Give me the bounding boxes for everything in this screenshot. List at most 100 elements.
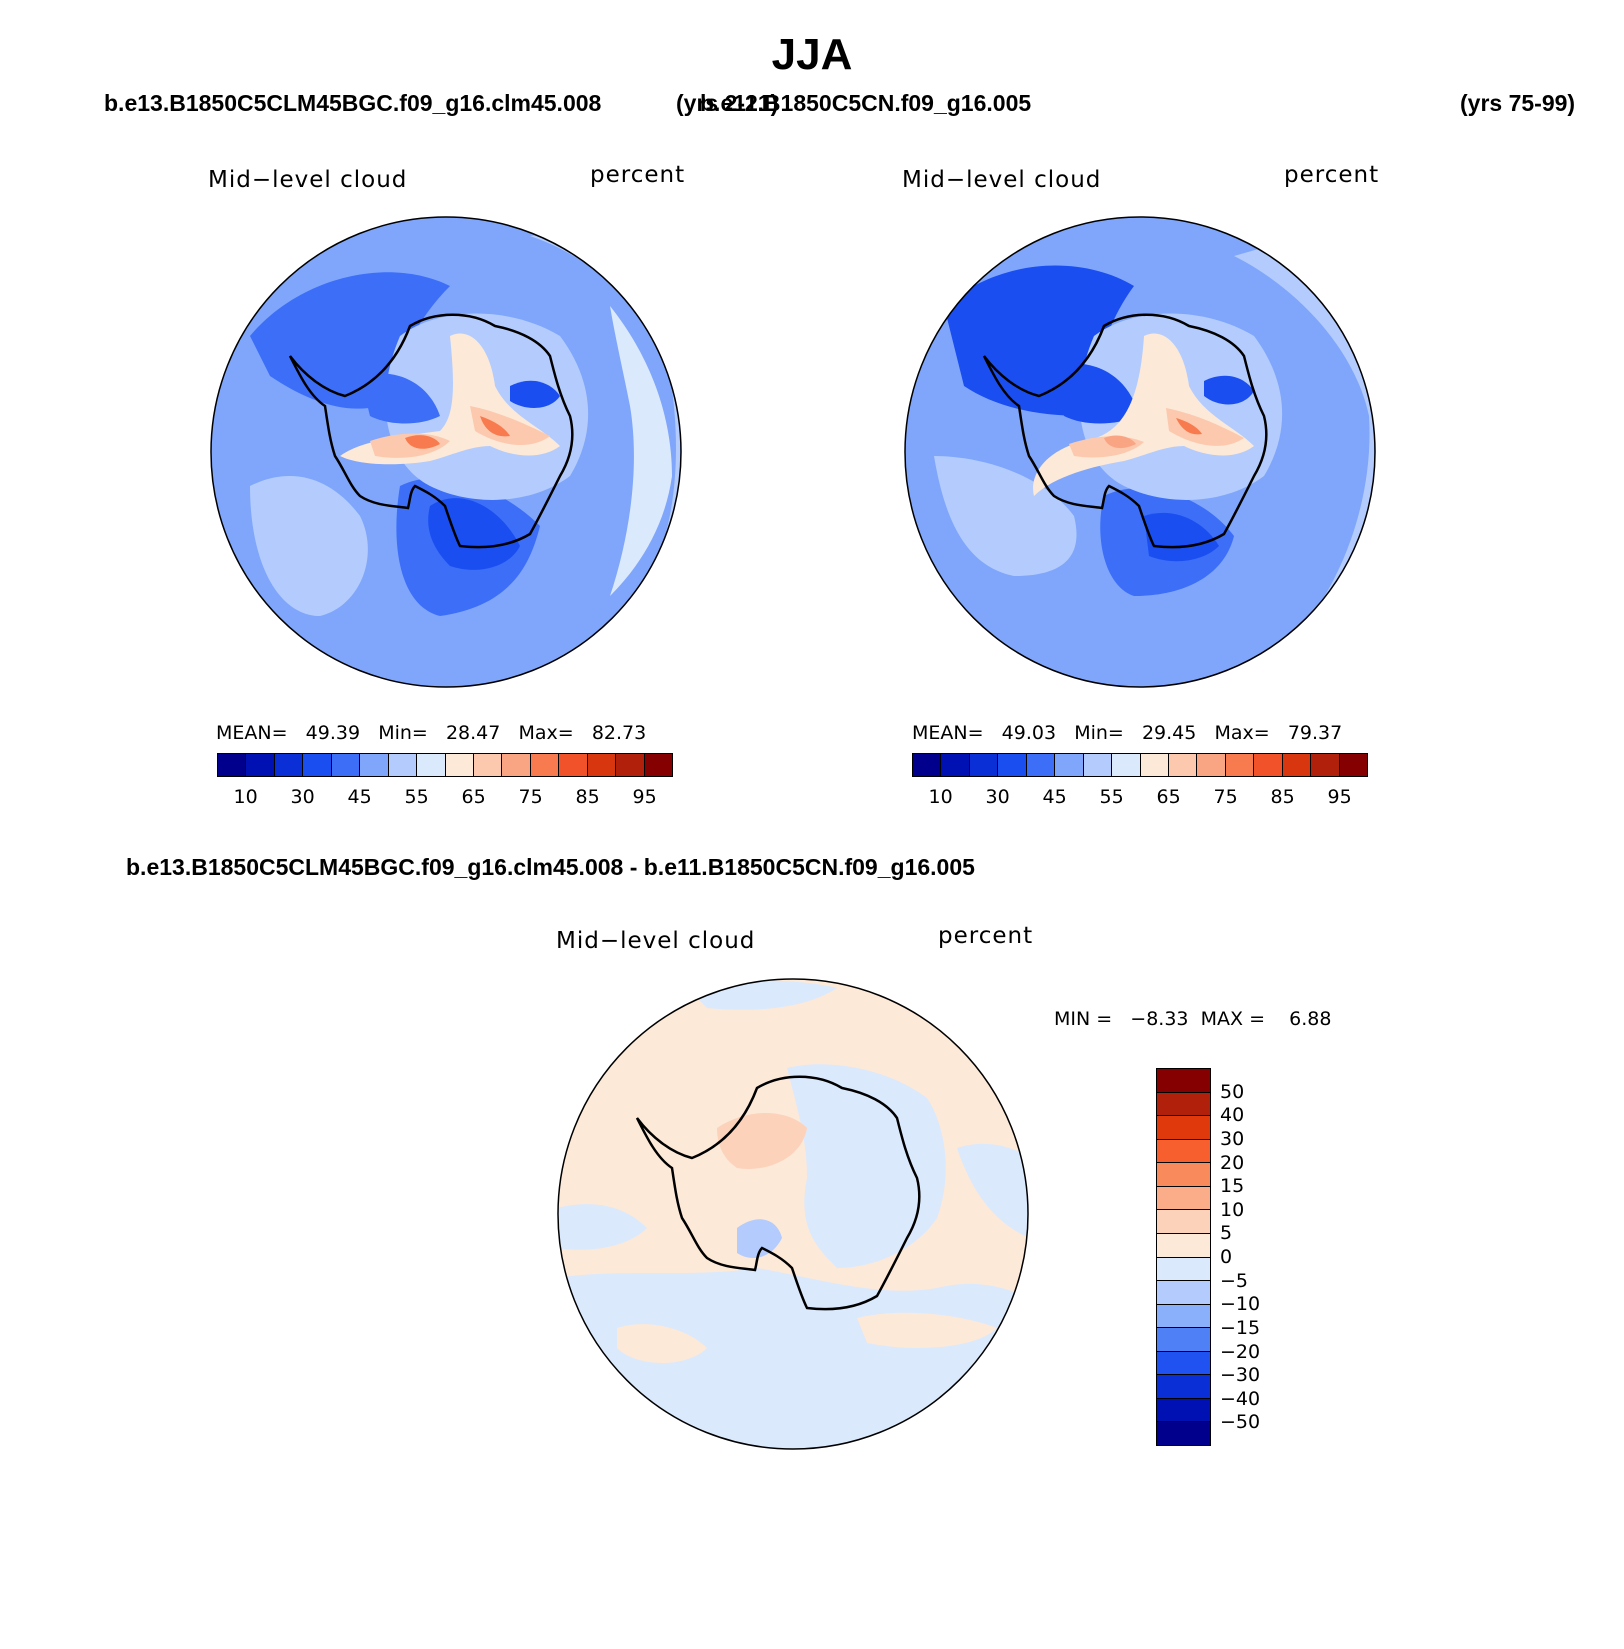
panel1-colorbar-labels: 10 30 45 55 65 75 85 95: [217, 786, 673, 810]
panel1-colorbar-tick-label: 45: [347, 786, 372, 808]
diff-polar-map: [557, 978, 1029, 1450]
diff-colorbar-tick-label: 5: [1220, 1222, 1233, 1245]
diff-stats: MIN = −8.33 MAX = 6.88: [1054, 1008, 1331, 1030]
coastline: [635, 1075, 921, 1311]
diff-min-label: MIN =: [1054, 1008, 1113, 1030]
diff-colorbar-tick-label: 10: [1220, 1198, 1245, 1221]
diff-colorbar-swatch: [1157, 1138, 1210, 1163]
panel2-colorbar-swatch: [940, 754, 969, 776]
panel2-colorbar-tick-label: 75: [1213, 786, 1238, 808]
diff-units: percent: [938, 923, 1034, 949]
panel1-colorbar-swatch: [558, 754, 587, 776]
panel1-colorbar-tick-label: 65: [461, 786, 486, 808]
diff-colorbar-tick-label: 15: [1220, 1175, 1245, 1198]
coastline: [982, 313, 1268, 549]
panel2-colorbar-swatch: [1281, 754, 1311, 776]
diff-colorbar-tick-label: −40: [1220, 1387, 1261, 1410]
panel2-min-label: Min=: [1074, 722, 1124, 744]
diff-colorbar-swatch: [1157, 1209, 1210, 1233]
panel2-mean: 49.03: [1001, 722, 1057, 744]
panel1-colorbar-tick-label: 10: [233, 786, 258, 808]
panel1-colorbar-swatch: [387, 754, 417, 776]
panel1-colorbar-swatch: [302, 754, 331, 776]
panel1-colorbar-tick-label: 75: [518, 786, 543, 808]
panel2-colorbar-swatch: [1139, 754, 1168, 776]
panel1-variable: Mid−level cloud: [208, 167, 408, 193]
diff-colorbar-swatch: [1157, 1421, 1210, 1445]
diff-colorbar-tick-label: −10: [1220, 1293, 1261, 1316]
diff-colorbar-swatch: [1157, 1256, 1210, 1281]
panel2-max-label: Max=: [1214, 722, 1270, 744]
panel1-min: 28.47: [445, 722, 501, 744]
diff-title: b.e13.B1850C5CLM45BGC.f09_g16.clm45.008 …: [126, 854, 975, 880]
panel1-colorbar-tick-label: 55: [404, 786, 429, 808]
panel2-max: 79.37: [1287, 722, 1343, 744]
panel2-colorbar-tick-label: 10: [928, 786, 953, 808]
panel1-colorbar-swatch: [444, 754, 473, 776]
panel1-colorbar-tick-label: 30: [290, 786, 315, 808]
diff-colorbar-labels: 50 40 30 20 15 10 5 0 −5 −10 −15 −20 −30 −40 −50: [1220, 1068, 1300, 1446]
panel2-colorbar-tick-label: 65: [1156, 786, 1181, 808]
case1-name: b.e13.B1850C5CLM45BGC.f09_g16.clm45.008: [104, 90, 602, 116]
panel2-colorbar-tick-label: 95: [1327, 786, 1352, 808]
panel1-colorbar-swatch: [330, 754, 360, 776]
panel2-colorbar-tick-label: 45: [1042, 786, 1067, 808]
panel2-colorbar-swatch: [997, 754, 1026, 776]
diff-colorbar-swatch: [1157, 1327, 1210, 1351]
diff-colorbar-swatch: [1157, 1374, 1210, 1398]
panel1-colorbar-tick-label: 95: [632, 786, 657, 808]
main-title: JJA: [771, 30, 853, 79]
diff-colorbar-swatch: [1157, 1232, 1210, 1257]
panel1-colorbar-swatch: [472, 754, 502, 776]
panel2-colorbar-swatch: [968, 754, 998, 776]
diff-colorbar-tick-label: 0: [1220, 1246, 1233, 1268]
panel1-max-label: Max=: [518, 722, 574, 744]
panel2-colorbar-swatch: [913, 754, 941, 776]
panel1-colorbar-swatch: [643, 754, 672, 776]
diff-colorbar-swatch: [1157, 1303, 1210, 1328]
diff-colorbar-tick-label: 30: [1220, 1127, 1245, 1150]
panel2-colorbar-swatch: [1224, 754, 1254, 776]
diff-colorbar-tick-label: −30: [1220, 1364, 1261, 1387]
panel1-colorbar-swatch: [359, 754, 388, 776]
panel1-min-label: Min=: [378, 722, 428, 744]
panel1-max: 82.73: [591, 722, 647, 744]
panel1-colorbar-swatch: [586, 754, 616, 776]
panel2-colorbar-swatch: [1310, 754, 1339, 776]
diff-variable: Mid−level cloud: [556, 928, 756, 954]
diff-colorbar: [1156, 1068, 1211, 1446]
panel1-colorbar: [217, 753, 673, 777]
panel1-colorbar-swatch: [615, 754, 644, 776]
diff-colorbar-swatch: [1157, 1397, 1210, 1422]
diff-colorbar-swatch: [1157, 1162, 1210, 1186]
panel2-polar-map: [904, 216, 1376, 688]
panel1-stats: MEAN= 49.39 Min= 28.47 Max= 82.73: [216, 722, 646, 744]
diff-colorbar-swatch: [1157, 1069, 1210, 1092]
panel2-min: 29.45: [1141, 722, 1197, 744]
diff-colorbar-tick-label: 20: [1220, 1151, 1245, 1174]
panel1-polar-map: [210, 216, 682, 688]
diff-max-label: MAX =: [1200, 1008, 1265, 1030]
panel2-colorbar-tick-label: 30: [985, 786, 1010, 808]
coastline: [288, 313, 574, 549]
diff-colorbar-swatch: [1157, 1185, 1210, 1210]
case2-name: b.e11.B1850C5CN.f09_g16.005: [700, 90, 1032, 116]
panel2-colorbar-swatch: [1111, 754, 1140, 776]
diff-colorbar-tick-label: 40: [1220, 1104, 1245, 1127]
panel2-colorbar-labels: 10 30 45 55 65 75 85 95: [912, 786, 1368, 810]
panel1-colorbar-swatch: [501, 754, 530, 776]
panel2-colorbar-swatch: [1167, 754, 1197, 776]
panel1-mean-label: MEAN=: [216, 722, 288, 744]
panel2-colorbar-swatch: [1196, 754, 1225, 776]
panel1-colorbar-swatch: [529, 754, 559, 776]
panel1-mean: 49.39: [305, 722, 361, 744]
case1-years: (yrs 2-21): [676, 90, 779, 116]
diff-colorbar-swatch: [1157, 1350, 1210, 1375]
panel2-colorbar-swatch: [1253, 754, 1282, 776]
panel2-colorbar-swatch: [1025, 754, 1055, 776]
panel2-colorbar-tick-label: 85: [1270, 786, 1295, 808]
diff-colorbar-tick-label: 50: [1220, 1080, 1245, 1103]
diff-colorbar-tick-label: −5: [1220, 1269, 1249, 1292]
diff-colorbar-swatch: [1157, 1091, 1210, 1116]
panel2-colorbar-swatch: [1082, 754, 1112, 776]
